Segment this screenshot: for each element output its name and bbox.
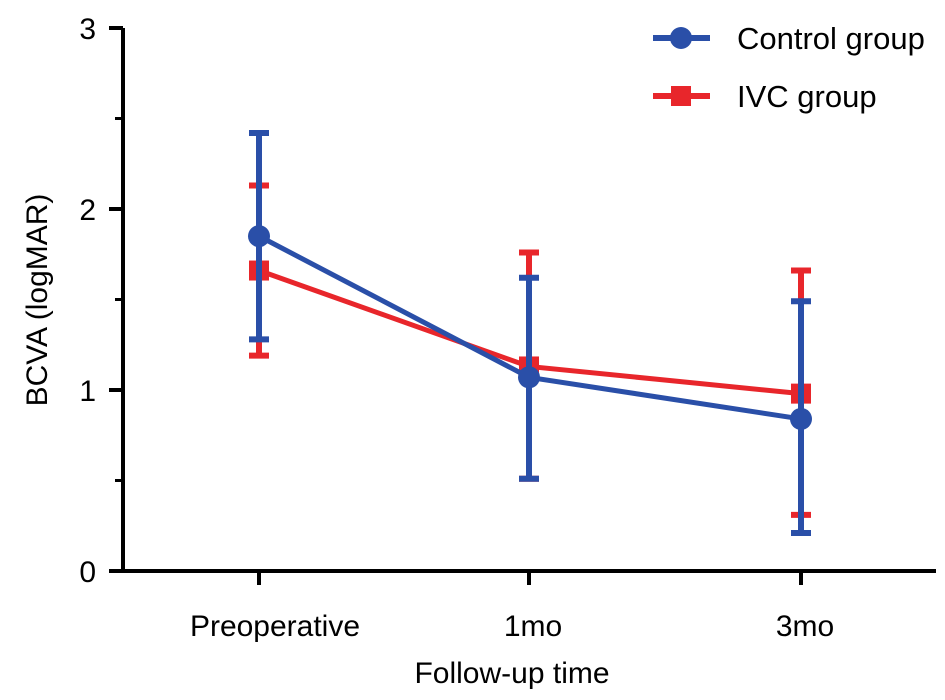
y-tick-label: 1 [79,375,96,408]
series-layer [248,129,812,536]
data-point [248,225,270,248]
legend-swatch-marker [671,86,691,106]
y-tick-label: 2 [79,194,96,227]
legend-label: IVC group [737,79,877,114]
legend-item: IVC group [653,79,877,114]
x-tick-label: Preoperative [190,610,360,643]
x-axis-label: Follow-up time [414,657,609,690]
legend-item: Control group [653,21,925,56]
y-tick-label: 3 [79,13,96,46]
data-point [518,366,540,389]
legend: Control group IVC group [653,21,925,114]
ticks-layer: 0 1 2 3 Preoperative 1mo 3mo [79,13,834,643]
series-control-group [248,129,812,536]
legend-swatch-marker [670,27,692,49]
y-tick-label: 0 [79,556,96,589]
data-point [790,407,812,430]
x-tick-label: 1mo [504,610,562,643]
legend-label: Control group [737,21,925,56]
y-axis-label: BCVA (logMAR) [21,194,54,407]
x-tick-label: 3mo [776,610,834,643]
